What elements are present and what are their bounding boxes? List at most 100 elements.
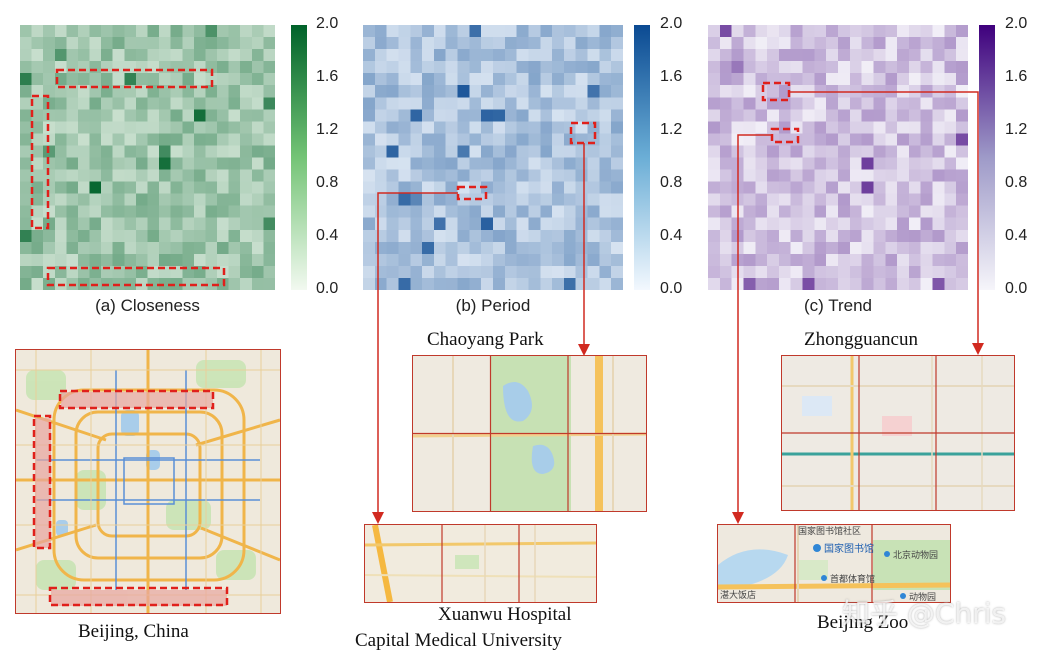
heatmap-cell — [743, 253, 756, 267]
heatmap-cell — [410, 61, 423, 74]
heatmap-cell — [481, 193, 494, 207]
heatmap-cell — [778, 157, 792, 171]
heatmap-cell — [755, 253, 768, 267]
heatmap-cell — [849, 217, 863, 231]
heatmap-cell — [54, 49, 67, 62]
heatmap-cell — [182, 265, 195, 279]
heatmap-cell — [504, 157, 518, 171]
colorbar-tick: 0.4 — [316, 227, 339, 244]
heatmap-cell — [563, 277, 577, 290]
heatmap-cell — [445, 253, 459, 267]
heatmap-cell — [743, 37, 756, 50]
heatmap-cell — [77, 37, 91, 50]
heatmap-cell — [398, 217, 411, 231]
heatmap-cell — [897, 181, 910, 195]
xuanwu-map-drawing — [365, 525, 596, 602]
heatmap-cell — [433, 145, 447, 158]
heatmap-cell — [124, 73, 137, 86]
heatmap-cell — [193, 37, 206, 50]
heatmap-cell — [575, 169, 589, 183]
heatmap-cell — [767, 85, 780, 98]
heatmap-cell — [885, 193, 898, 207]
heatmap-cell — [575, 109, 589, 122]
heatmap-cell — [433, 193, 447, 207]
heatmap-cell — [124, 37, 137, 50]
heatmap-cell — [217, 157, 230, 171]
heatmap-cell — [885, 97, 898, 110]
heatmap-cell — [708, 193, 721, 207]
heatmap-cell — [193, 265, 206, 279]
heatmap-cell — [170, 205, 183, 219]
heatmap-cell — [861, 229, 874, 243]
heatmap-cell — [885, 61, 898, 74]
heatmap-cell — [575, 85, 589, 98]
heatmap-cell — [422, 37, 435, 50]
heatmap-cell — [481, 85, 494, 98]
heatmap-cell — [493, 121, 506, 134]
heatmap-cell — [814, 109, 827, 122]
heatmap-cell — [731, 133, 744, 146]
heatmap-cell — [743, 217, 756, 231]
heatmap-cell — [43, 73, 56, 86]
heatmap-cell — [386, 205, 399, 219]
heatmap-cell — [802, 25, 815, 38]
heatmap-cell — [363, 157, 376, 171]
heatmap-cell — [101, 229, 114, 243]
heatmap-cell — [849, 85, 863, 98]
colorbar-tick: 1.2 — [316, 121, 339, 138]
heatmap-cell — [563, 109, 577, 122]
heatmap-cell — [481, 229, 494, 243]
heatmap-cell — [217, 205, 230, 219]
heatmap-cell — [433, 25, 447, 38]
heatmap-cell — [944, 85, 957, 98]
heatmap-cell — [708, 181, 721, 195]
heatmap-cell — [563, 121, 577, 134]
heatmap-cell — [575, 25, 589, 38]
heatmap-cell — [932, 253, 945, 267]
heatmap-cell — [599, 277, 612, 290]
heatmap-cell — [251, 49, 264, 62]
heatmap-cell — [493, 253, 506, 267]
heatmap-cell — [410, 229, 423, 243]
heatmap-cell — [516, 157, 529, 171]
heatmap-cell — [240, 109, 253, 122]
heatmap-cell — [575, 241, 589, 255]
heatmap-cell — [504, 265, 518, 279]
heatmap-cell — [708, 265, 721, 279]
heatmap-cell — [43, 49, 56, 62]
heatmap-cell — [217, 253, 230, 267]
heatmap-cell — [575, 145, 589, 158]
heatmap-cell — [743, 193, 756, 207]
heatmap-cell — [731, 193, 744, 207]
heatmap-cell — [826, 229, 839, 243]
heatmap-cell — [112, 169, 125, 183]
heatmap-cell — [611, 265, 623, 279]
heatmap-cell — [159, 265, 172, 279]
heatmap-cell — [563, 241, 577, 255]
heatmap-cell — [31, 229, 44, 243]
heatmap-cell — [481, 61, 494, 74]
heatmap-cell — [516, 145, 529, 158]
heatmap-cell — [374, 217, 388, 231]
heatmap-cell — [386, 25, 399, 38]
heatmap-cell — [587, 265, 600, 279]
heatmap-cell — [944, 217, 957, 231]
heatmap-cell — [147, 265, 160, 279]
heatmap-cell — [263, 229, 275, 243]
heatmap-cell — [814, 253, 827, 267]
heatmap-cell — [263, 49, 275, 62]
heatmap-cell — [445, 193, 459, 207]
heatmap-cell — [767, 37, 780, 50]
heatmap-cell — [504, 145, 518, 158]
heatmap-cell — [398, 109, 411, 122]
heatmap-cell — [240, 37, 253, 50]
heatmap-cell — [457, 241, 470, 255]
heatmap-cell — [457, 37, 470, 50]
heatmap-cell — [398, 97, 411, 110]
heatmap-cell — [838, 181, 851, 195]
heatmap-cell — [457, 181, 470, 195]
colorbar-tick: 0.0 — [660, 280, 683, 297]
heatmap-cell — [20, 253, 33, 267]
heatmap-cell — [755, 265, 768, 279]
heatmap-cell — [205, 37, 218, 50]
